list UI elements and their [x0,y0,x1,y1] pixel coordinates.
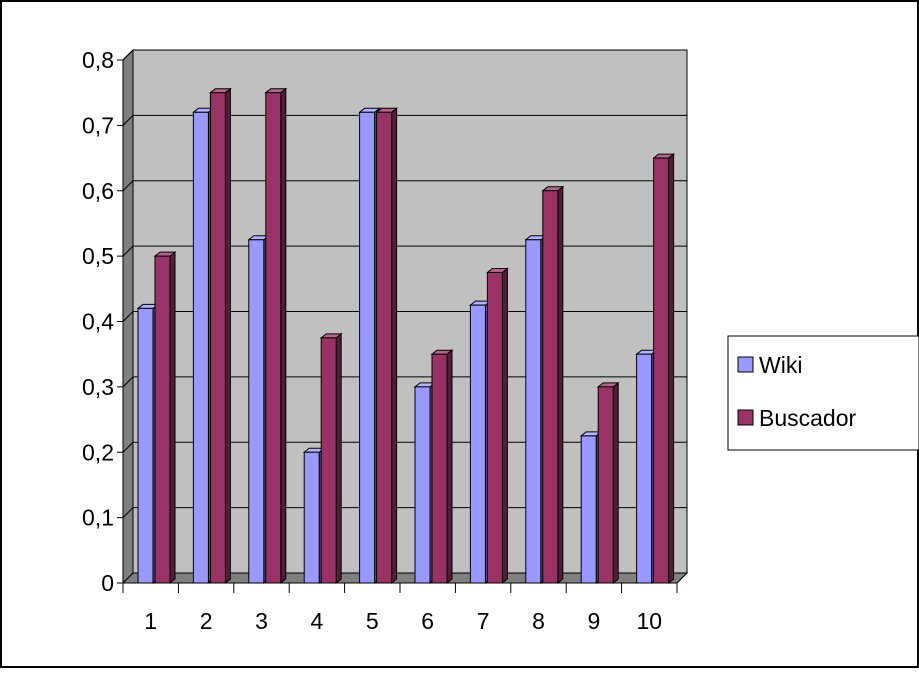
bar-side [612,381,619,585]
legend: Wiki Buscador [727,335,919,451]
legend-swatch-buscador [737,409,754,426]
bar-front [580,435,597,584]
y-tick-label: 0,8 [82,47,114,73]
y-tick-label: 0 [101,570,114,596]
x-tick-label: 4 [311,608,324,634]
y-tick-label: 0,1 [82,505,114,531]
bar-side [446,349,453,585]
y-tick-label: 0,5 [82,243,114,269]
bar-buscador-3 [264,87,288,585]
y-tick-label: 0,7 [82,112,114,138]
bar-buscador-10 [652,153,676,585]
bar-side [169,251,176,585]
bar-front [320,337,337,584]
bar-buscador-5 [375,107,399,585]
gridline-side [122,49,134,61]
bar-front [192,111,209,584]
bar-front [486,271,503,584]
y-tick-label: 0,3 [82,374,114,400]
bar-front [303,451,320,584]
x-tick-label: 3 [255,608,268,634]
bar-side [557,185,564,585]
bar-buscador-1 [153,251,177,585]
bar-front [525,239,542,584]
bar-front [469,304,486,584]
x-tick-label: 2 [200,608,213,634]
bar-side [668,153,675,585]
x-tick-label: 1 [144,608,157,634]
gridline-side [122,115,134,126]
bar-side [501,267,508,585]
bar-front [154,255,171,584]
bar-front [597,386,614,584]
legend-box [727,335,919,451]
gridline-side [122,180,134,192]
y-tick-label: 0,2 [82,439,114,465]
bar-front [359,111,376,584]
x-tick-label: 10 [637,608,663,634]
bar-side [280,87,287,585]
bar-front [542,190,559,584]
bar-side [224,87,231,585]
bar-front [431,353,448,584]
legend-label-buscador: Buscador [759,405,857,431]
y-tick-label: 0,4 [82,309,114,335]
bar-front [653,157,670,584]
gridline-side [122,311,134,322]
y-tick-label: 0,6 [82,178,114,204]
bar-buscador-6 [430,349,454,585]
bar-front [414,386,431,584]
bar-front [137,307,154,584]
bar-front [209,92,226,584]
x-tick-label: 7 [477,608,490,634]
bar-buscador-2 [208,87,232,585]
bar-buscador-4 [319,332,343,585]
gridline-side [122,376,134,388]
bar-front [636,353,653,584]
x-tick-label: 8 [532,608,545,634]
x-tick-label: 5 [366,608,379,634]
bar-side [335,332,342,585]
gridline-side [122,245,134,257]
x-tick-label: 6 [421,608,434,634]
bar-front [265,92,282,584]
bar-buscador-9 [596,381,620,585]
x-tick-label: 9 [588,608,601,634]
gridline-side [122,441,134,453]
bar-front [248,239,265,584]
bar-buscador-8 [541,185,565,585]
bar-side [391,107,398,585]
plot-area: 0 0,1 0,2 0,3 0,4 0,5 0,6 0,7 0,8 1 2 3 4 5 6 7 8 9 10 [82,47,689,634]
bar-front [376,111,393,584]
gridline-side [122,507,134,518]
legend-label-wiki: Wiki [759,352,802,378]
bar-buscador-7 [485,267,509,585]
legend-swatch-wiki [737,356,754,373]
